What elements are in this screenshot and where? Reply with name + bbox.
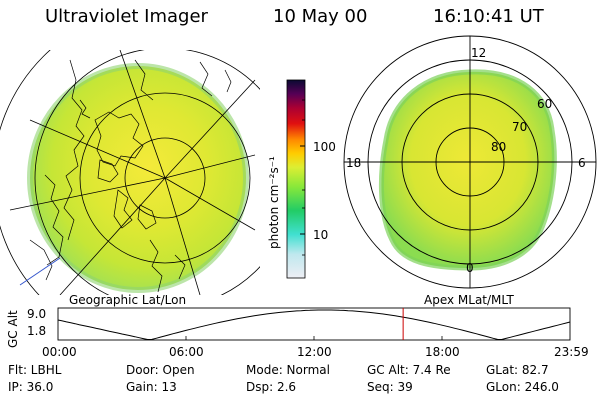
aurora-image-right [381,71,555,269]
timeline-xtick: 00:00 [42,345,77,359]
geographic-map [0,50,260,295]
magnetic-polar-grid [343,35,597,289]
x-ticks [185,336,443,340]
status-filter: Flt: LBHL [8,363,62,377]
instrument-title: Ultraviolet Imager [45,6,208,27]
timeline-xtick: 18:00 [425,345,460,359]
timeline-frame [57,307,571,341]
status-gain: Gain: 13 [126,380,177,394]
mlt-label-6: 6 [578,156,586,170]
mlat-label-70: 70 [512,120,528,134]
timeline-xtick: 06:00 [169,345,204,359]
status-glat: GLat: 82.7 [486,363,549,377]
mlt-label-0: 0 [466,261,474,275]
aurora-image-left [30,66,246,290]
colorbar-tick-100: 100 [313,140,336,154]
timeline-ytick-max: 9.0 [27,307,47,321]
left-panel-caption: Geographic Lat/Lon [69,293,187,307]
coastlines [29,59,232,293]
status-ip: IP: 36.0 [8,380,54,394]
timeline-ylabel: GC Alt [6,310,20,348]
lat-circle [124,137,206,219]
right-panel-caption: Apex MLat/MLT [424,293,514,307]
colorbar-tick-10: 10 [313,228,329,242]
timeline-plot [57,307,571,341]
mlat-label-60: 60 [537,97,553,111]
spacecraft-track [19,257,61,286]
colorbar-scale [286,79,306,279]
timeline-xtick: 23:59 [554,345,589,359]
status-dsp: Dsp: 2.6 [246,380,297,394]
status-seq: Seq: 39 [367,380,413,394]
colorbar-unit-label: photon cm⁻²s⁻¹ [267,156,281,249]
date-label: 10 May 00 [273,6,368,27]
colorbar [286,79,306,279]
lat-circle [34,50,260,295]
timeline-xtick: 12:00 [297,345,332,359]
status-gc-alt: GC Alt: 7.4 Re [367,363,451,377]
mlt-label-12: 12 [471,46,487,60]
lat-circle [79,92,251,264]
status-glon: GLon: 246.0 [486,380,559,394]
altitude-curve [57,309,571,341]
mlat-label-80: 80 [491,140,507,154]
timeline-ytick-min: 1.8 [27,324,47,338]
time-label: 16:10:41 UT [433,6,544,27]
mlt-label-18: 18 [346,156,362,170]
status-door: Door: Open [126,363,195,377]
status-mode: Mode: Normal [246,363,330,377]
